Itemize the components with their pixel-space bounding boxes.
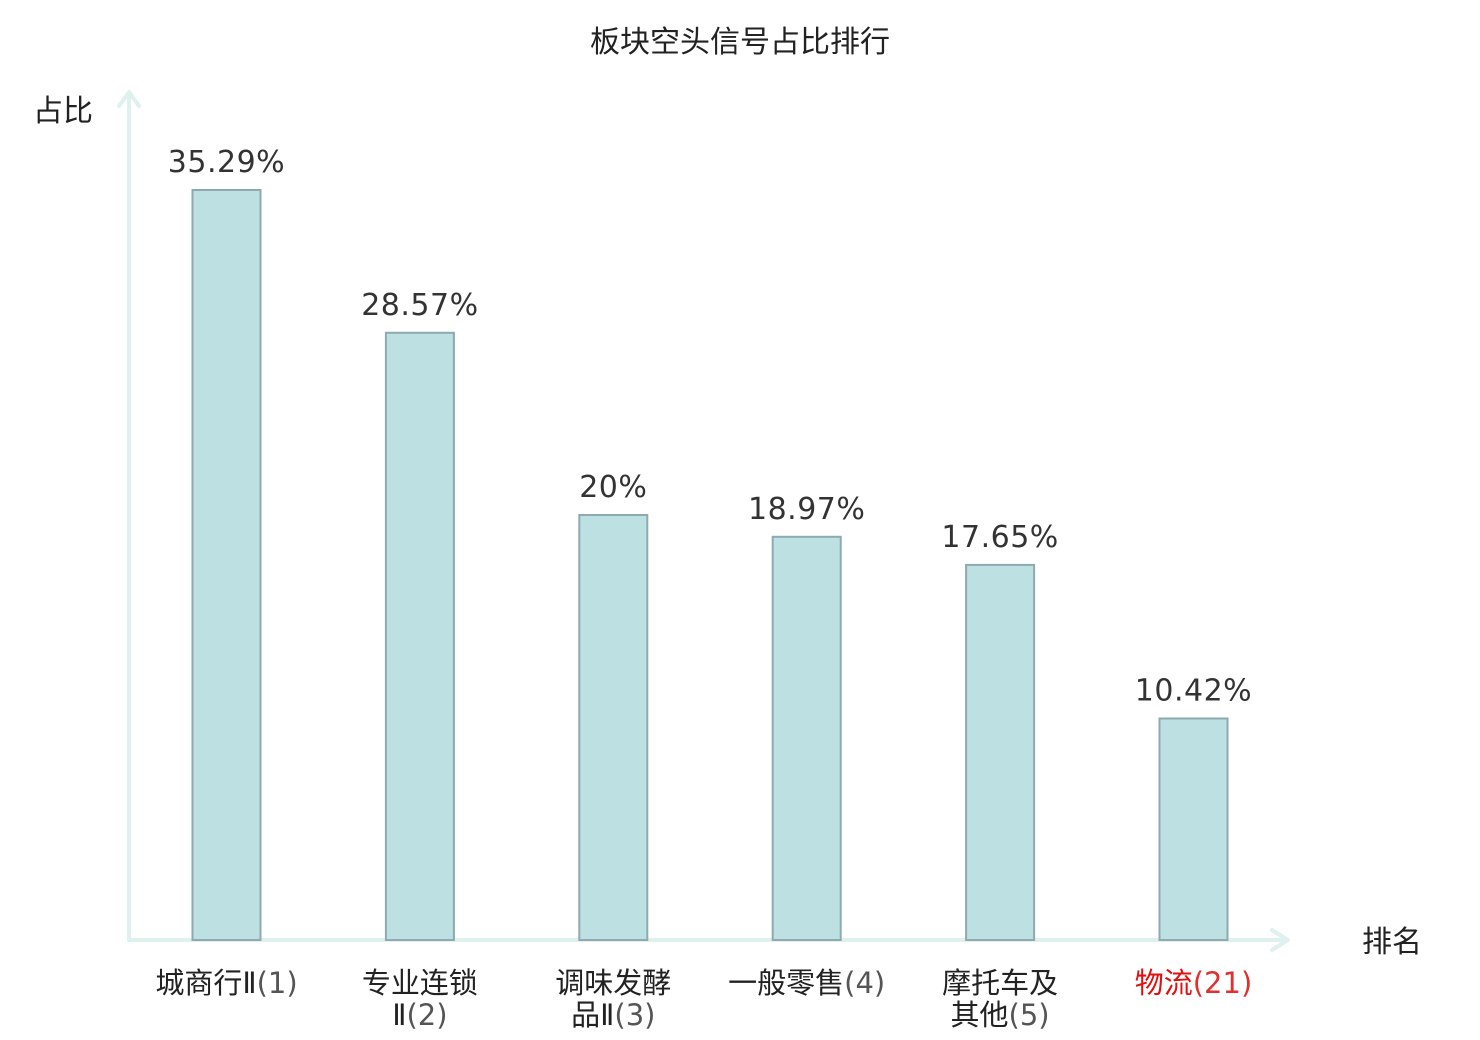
tick-label-rank: (2) [406, 998, 447, 1032]
bar [578, 514, 649, 941]
tick-label-line: 调味发酵 [555, 966, 671, 1000]
data-label: 10.42% [1135, 674, 1252, 709]
value-labels: 35.29% 28.57% 20% 18.97% 17.65% 10.42% [168, 145, 1252, 709]
tick-label-line: 其他(5) [951, 998, 1050, 1032]
tick-label-name: 品Ⅱ [571, 998, 614, 1032]
tick-label-name: 专业连锁 [362, 966, 478, 1000]
tick-label-rank: (21) [1193, 966, 1253, 1000]
tick-label-name: 物流 [1135, 966, 1193, 1000]
tick-label-name: 其他 [951, 998, 1009, 1032]
tick-label: 一般零售(4) [728, 966, 885, 1000]
tick-label-name: 摩托车及 [942, 966, 1058, 1000]
tick-label-name: Ⅱ [392, 998, 406, 1032]
data-label: 18.97% [748, 492, 865, 527]
tick-label-line: Ⅱ(2) [392, 998, 447, 1032]
tick-label-line: 摩托车及 [942, 966, 1058, 1000]
data-label: 28.57% [361, 288, 478, 323]
bar [965, 563, 1036, 942]
bar [384, 331, 455, 941]
tick-label-rank: (5) [1009, 998, 1050, 1032]
tick-label: 物流(21) [1135, 966, 1253, 1000]
x-axis-title: 排名 [1362, 925, 1422, 960]
bar [771, 535, 842, 941]
tick-label-line: 物流(21) [1135, 966, 1253, 1000]
tick-label-name: 一般零售 [728, 966, 844, 1000]
tick-label: 城商行Ⅱ(1) [155, 966, 297, 1000]
data-label: 17.65% [941, 520, 1058, 555]
tick-label-name: 城商行Ⅱ [155, 966, 256, 1000]
chart-title: 板块空头信号占比排行 [590, 25, 890, 60]
x-axis-arrow [1270, 928, 1290, 952]
tick-label-line: 品Ⅱ(3) [571, 998, 655, 1032]
tick-label-rank: (1) [257, 966, 298, 1000]
bar [191, 189, 262, 941]
data-label: 35.29% [168, 145, 285, 180]
tick-label-line: 专业连锁 [362, 966, 478, 1000]
y-axis-title: 占比 [33, 94, 93, 129]
tick-label-rank: (4) [844, 966, 885, 1000]
y-axis-arrow [117, 90, 141, 108]
tick-label-line: 一般零售(4) [728, 966, 885, 1000]
tick-label-rank: (3) [614, 998, 655, 1032]
axes [117, 90, 1290, 952]
data-label: 20% [579, 470, 647, 505]
tick-label-line: 城商行Ⅱ(1) [155, 966, 297, 1000]
bar [1158, 717, 1229, 941]
bars [191, 189, 1229, 942]
tick-label-name: 调味发酵 [555, 966, 671, 1000]
